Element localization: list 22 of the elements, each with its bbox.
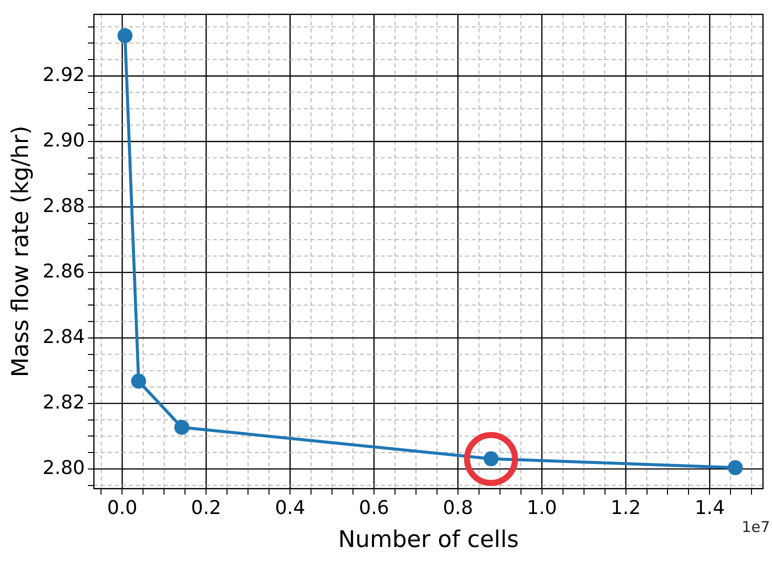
x-tick-label: 0.4 <box>274 496 306 519</box>
y-tick-label: 2.90 <box>42 129 85 152</box>
x-tick-label: 0.0 <box>107 496 138 519</box>
x-axis-title: Number of cells <box>338 527 519 554</box>
y-tick-label: 2.86 <box>42 260 85 282</box>
point <box>174 420 190 435</box>
x-tick-label: 0.2 <box>191 496 222 519</box>
x-tick-label: 0.8 <box>442 496 474 519</box>
y-tick-label: 2.80 <box>42 456 85 479</box>
y-tick-label: 2.88 <box>42 194 85 217</box>
x-tick-label: 1.2 <box>610 496 641 519</box>
y-tick-label: 2.92 <box>42 64 85 86</box>
y-tick-label: 2.84 <box>42 326 85 348</box>
point <box>131 374 146 389</box>
point <box>728 460 743 476</box>
y-tick-label: 2.82 <box>42 391 85 414</box>
y-axis-title: Mass flow rate (kg/hr) <box>8 126 34 378</box>
x-tick-label: 0.6 <box>358 496 390 519</box>
x-tick-label: 1.4 <box>694 496 725 519</box>
point <box>118 28 132 44</box>
text: 1e7 <box>742 518 770 536</box>
x-tick-label: 1.0 <box>526 496 557 519</box>
